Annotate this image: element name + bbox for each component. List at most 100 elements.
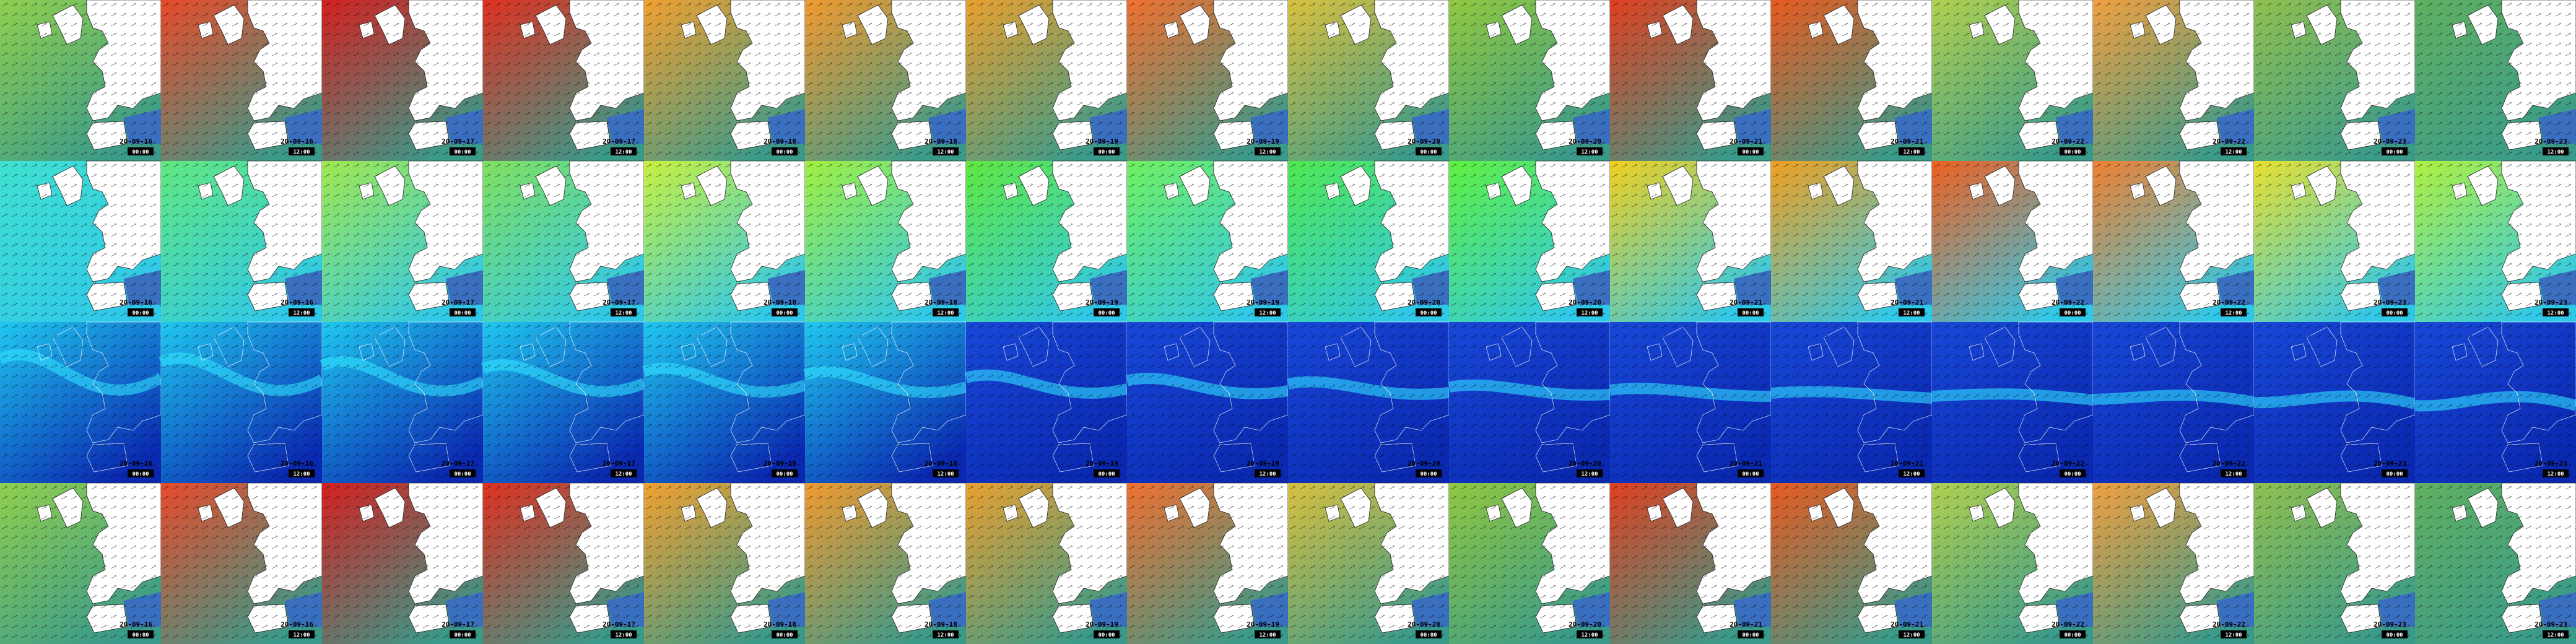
date-label: 20-09-22	[2213, 137, 2245, 146]
time-label: 12:00	[2225, 471, 2242, 477]
map-tile: 20-09-20 00:00	[1288, 482, 1450, 644]
wind-barbs	[1932, 0, 2093, 161]
map-tile: 20-09-22 00:00	[1932, 0, 2094, 161]
wind-barbs	[1449, 0, 1610, 161]
wind-barbs	[161, 0, 322, 161]
time-box	[1899, 147, 1925, 155]
wind-barbs	[966, 0, 1127, 161]
map-tile: 20-09-23 00:00	[2254, 160, 2416, 322]
time-box	[611, 308, 637, 316]
time-label: 00:00	[454, 310, 471, 316]
time-box	[289, 469, 315, 477]
map-tile: 20-09-16 00:00	[0, 321, 164, 483]
map-tile: 20-09-16 12:00	[161, 482, 323, 644]
time-box	[1255, 308, 1281, 316]
time-label: 00:00	[1420, 632, 1437, 638]
wind-barbs	[0, 161, 161, 322]
time-box	[611, 469, 637, 477]
date-label: 20-09-22	[2052, 620, 2084, 629]
map-tile: 20-09-20 12:00	[1448, 321, 1611, 483]
time-box	[2060, 308, 2086, 316]
map-tile: 20-09-22 12:00	[2093, 160, 2255, 322]
wind-barbs	[483, 483, 644, 644]
map-tile: 20-09-16 00:00	[0, 160, 162, 322]
date-label: 20-09-16	[120, 459, 152, 468]
time-box	[450, 469, 476, 477]
date-label: 20-09-18	[925, 459, 957, 468]
time-box	[772, 630, 798, 638]
time-box	[1416, 147, 1442, 155]
time-box	[2382, 308, 2408, 316]
date-label: 20-09-17	[442, 137, 474, 146]
date-label: 20-09-23	[2535, 459, 2567, 468]
date-label: 20-09-21	[1730, 459, 1762, 468]
date-label: 20-09-20	[1569, 459, 1601, 468]
date-label: 20-09-21	[1891, 620, 1923, 629]
time-box	[1094, 630, 1120, 638]
time-label: 00:00	[2064, 149, 2081, 155]
map-tile: 20-09-18 12:00	[805, 0, 967, 161]
map-tile: 20-09-20 00:00	[1288, 160, 1450, 322]
wind-barbs	[805, 322, 966, 483]
wind-barbs	[2415, 161, 2576, 322]
time-label: 12:00	[1903, 632, 1920, 638]
date-label: 20-09-17	[442, 298, 474, 307]
date-label: 20-09-19	[1247, 459, 1279, 468]
wind-barbs	[805, 161, 966, 322]
map-tile: 20-09-22 12:00	[2093, 0, 2255, 161]
wind-barbs	[1771, 322, 1932, 483]
time-label: 12:00	[1581, 471, 1598, 477]
date-label: 20-09-19	[1086, 137, 1118, 146]
wind-barbs	[2254, 0, 2415, 161]
date-label: 20-09-23	[2535, 620, 2567, 629]
time-box	[1738, 308, 1764, 316]
map-tile: 20-09-21 00:00	[1610, 482, 1772, 644]
wind-barbs	[805, 0, 966, 161]
date-label: 20-09-22	[2052, 298, 2084, 307]
date-label: 20-09-20	[1408, 620, 1440, 629]
time-label: 00:00	[1742, 310, 1759, 316]
time-box	[289, 308, 315, 316]
time-box	[128, 630, 154, 638]
map-tile: 20-09-20 00:00	[1287, 321, 1450, 483]
time-box	[772, 308, 798, 316]
wind-barbs	[483, 0, 644, 161]
wind-barbs	[805, 483, 966, 644]
map-tile: 20-09-21 12:00	[1771, 0, 1933, 161]
map-tile: 20-09-23 12:00	[2414, 321, 2576, 483]
date-label: 20-09-22	[2052, 137, 2084, 146]
date-label: 20-09-21	[1730, 620, 1762, 629]
wind-barbs	[322, 0, 483, 161]
wind-barbs	[966, 322, 1127, 483]
time-box	[1416, 630, 1442, 638]
time-label: 12:00	[615, 310, 632, 316]
wind-barbs	[1771, 0, 1932, 161]
time-label: 00:00	[776, 632, 793, 638]
date-label: 20-09-22	[2213, 620, 2245, 629]
time-label: 12:00	[1581, 632, 1598, 638]
map-tile: 20-09-22 00:00	[1932, 160, 2094, 322]
time-box	[289, 630, 315, 638]
time-label: 12:00	[615, 149, 632, 155]
wind-barbs	[966, 483, 1127, 644]
time-label: 12:00	[1903, 471, 1920, 477]
date-label: 20-09-19	[1247, 620, 1279, 629]
date-label: 20-09-18	[925, 137, 957, 146]
wind-barbs	[1771, 483, 1932, 644]
wind-barbs	[1288, 483, 1449, 644]
time-box	[1094, 469, 1120, 477]
wind-barbs	[2254, 483, 2415, 644]
map-tile: 20-09-19 12:00	[1125, 321, 1289, 483]
map-tile: 20-09-23 00:00	[2253, 321, 2417, 483]
wind-barbs	[2093, 161, 2254, 322]
time-box	[1094, 308, 1120, 316]
date-label: 20-09-16	[281, 620, 313, 629]
time-box	[128, 469, 154, 477]
time-label: 00:00	[132, 310, 149, 316]
date-label: 20-09-22	[2052, 459, 2084, 468]
time-box	[933, 147, 959, 155]
time-box	[933, 308, 959, 316]
time-label: 00:00	[454, 471, 471, 477]
wind-barbs	[1288, 322, 1449, 483]
map-tile: 20-09-22 12:00	[2093, 482, 2255, 644]
